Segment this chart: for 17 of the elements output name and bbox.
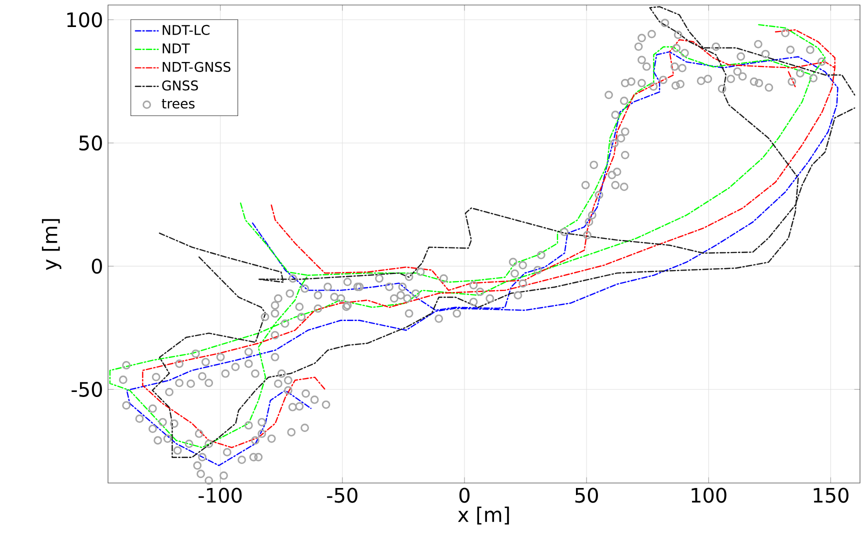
x-tick-label: 100 bbox=[692, 488, 726, 503]
y-tick-label: 100 bbox=[67, 12, 102, 28]
x-tick-label: 150 bbox=[814, 488, 848, 503]
x-axis-title: x [m] bbox=[458, 506, 509, 524]
legend-label: trees bbox=[162, 99, 195, 109]
y-tick-label: 50 bbox=[79, 135, 102, 151]
legend-label: NDT bbox=[162, 43, 190, 54]
legend-label: NDT-LC bbox=[162, 24, 210, 36]
legend-label: NDT-GNSS bbox=[162, 62, 230, 72]
y-tick-label: -50 bbox=[72, 382, 102, 397]
x-tick-label: -100 bbox=[198, 488, 242, 503]
legend-label: GNSS bbox=[162, 80, 198, 91]
y-tick-label: 0 bbox=[92, 258, 102, 274]
x-tick-label: -50 bbox=[327, 488, 358, 503]
x-tick-label: 50 bbox=[575, 488, 598, 503]
y-axis-title: y [m] bbox=[42, 219, 62, 270]
x-tick-label: 0 bbox=[459, 488, 470, 503]
